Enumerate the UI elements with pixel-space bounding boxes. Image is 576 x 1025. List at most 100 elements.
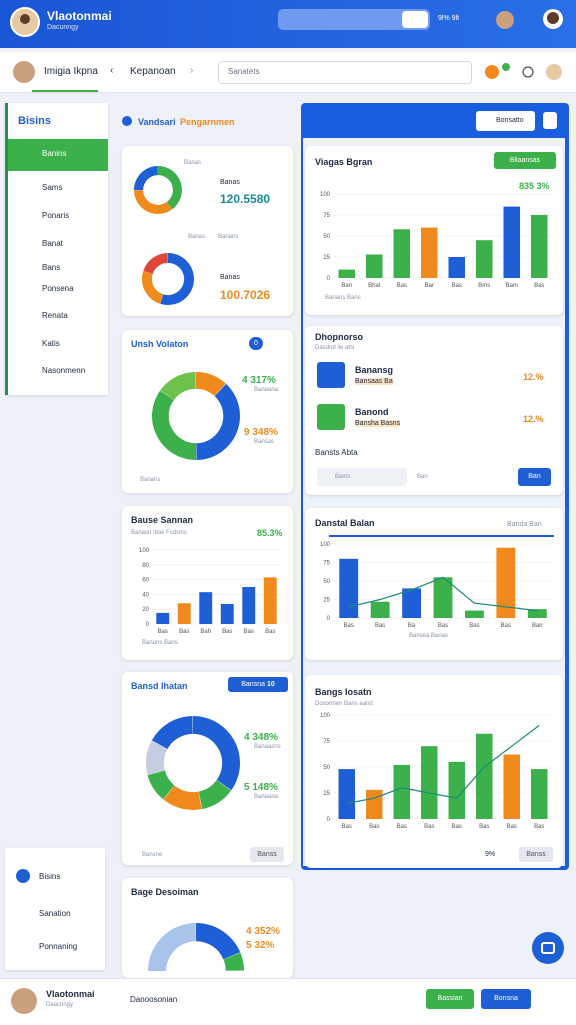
button-count: 10 xyxy=(266,681,275,688)
trend-line xyxy=(346,724,540,804)
kpi-label: Banaana xyxy=(254,794,279,800)
item-name[interactable]: Banansg xyxy=(355,365,394,375)
x-tick-label: Bam xyxy=(506,283,518,289)
app-subtitle: Dacunngy xyxy=(47,24,79,31)
search-toggle[interactable] xyxy=(402,11,428,28)
card-link[interactable]: Banda Ban xyxy=(507,521,542,528)
avatar[interactable] xyxy=(10,7,40,37)
card-button[interactable]: Bansna 10 xyxy=(228,677,288,692)
card-title: Dhopnorso xyxy=(315,332,363,342)
y-tick-label: 25 xyxy=(323,791,330,797)
section-icon xyxy=(122,116,132,126)
bar xyxy=(156,612,170,624)
panel-menu[interactable] xyxy=(543,112,557,129)
avatar[interactable] xyxy=(10,987,38,1015)
kpi-value: 9 348% xyxy=(244,427,278,438)
segment xyxy=(198,780,232,810)
app-title: Vlaotonmai xyxy=(47,9,112,23)
fab[interactable] xyxy=(531,931,565,965)
segment xyxy=(163,785,202,810)
bar-chart: 0 25 50 75 100 Bas Bas Ba Bas Bas Bas Ban xyxy=(320,542,553,629)
y-tick-label: 60 xyxy=(142,578,149,584)
section-title: Vandsari xyxy=(138,117,176,127)
footer-name: Vlaotonmai xyxy=(46,989,95,999)
y-tick-label: 40 xyxy=(142,592,149,598)
footer-button[interactable]: Bonsna xyxy=(481,989,531,1009)
nav-icons[interactable] xyxy=(484,62,564,82)
panel-search[interactable] xyxy=(476,111,535,131)
card-subtitle: Dasdnd lie atsi xyxy=(315,345,355,351)
card-action[interactable]: Banss xyxy=(250,847,284,862)
sidebar-item[interactable]: Sams xyxy=(42,183,63,192)
sidebar-item[interactable]: Banat xyxy=(42,239,63,248)
sidebar-title: Bisins xyxy=(18,115,52,127)
bar xyxy=(370,601,390,618)
bottom-item[interactable]: Ponnaning xyxy=(39,942,78,951)
bar xyxy=(393,764,410,819)
item-icon xyxy=(317,362,345,388)
bar xyxy=(220,604,234,624)
bar xyxy=(393,229,410,278)
x-tick-label: Bas xyxy=(452,824,462,830)
back[interactable]: ‹ xyxy=(110,65,114,76)
item-icon xyxy=(317,404,345,430)
x-tick-label: Bas xyxy=(501,623,511,629)
sidebar-item[interactable]: Renata xyxy=(42,311,68,320)
sidebar-item[interactable]: Ponsena xyxy=(42,284,74,293)
control[interactable] xyxy=(317,468,407,486)
nav-bar: Imigia Ikpna ‹ Kepanoan › Sanatets xyxy=(0,52,576,93)
sidebar-item[interactable]: Banins xyxy=(42,149,67,158)
card: Bage Desoiman 4 352% 5 32% xyxy=(122,878,293,978)
x-tick-label: Ban xyxy=(532,623,543,629)
item-detail: Bansaas Ba xyxy=(355,378,393,385)
bar xyxy=(465,610,484,618)
avatar[interactable] xyxy=(12,60,36,84)
sidebar-item[interactable]: Nasonmenn xyxy=(42,366,86,375)
sidebar: Bisins Banins Sams Ponaris Banat Bans Ponsena… xyxy=(5,103,108,395)
card: Danstal Balan Banda Ban 0 25 50 75 100 Bas Bas… xyxy=(305,508,563,660)
x-tick-label: Bms xyxy=(478,283,490,289)
breadcrumb[interactable]: Kepanoan xyxy=(130,66,176,77)
avatar[interactable] xyxy=(495,10,515,30)
segment xyxy=(143,253,168,275)
bottom-item[interactable]: Bisins xyxy=(39,872,61,881)
x-tick-label: Bas xyxy=(342,824,352,830)
badge[interactable]: 0 xyxy=(249,337,263,350)
search-input[interactable] xyxy=(218,61,472,84)
card-title: Bage Desoiman xyxy=(131,887,199,897)
x-tick-label: Ban xyxy=(341,283,352,289)
x-tick-label: Bas xyxy=(438,623,448,629)
forward[interactable]: › xyxy=(190,65,194,76)
avatar[interactable] xyxy=(542,8,564,30)
search-bar[interactable] xyxy=(278,9,430,30)
segment xyxy=(148,923,196,971)
bar xyxy=(338,769,355,819)
bottom-item[interactable]: Sanation xyxy=(39,909,71,918)
search-button[interactable]: 9l% 9lt xyxy=(438,15,460,22)
x-tick-label: Bas xyxy=(244,629,254,635)
button-label: Bansna xyxy=(241,681,265,688)
sidebar-item[interactable]: Katis xyxy=(42,339,60,348)
bar xyxy=(527,609,547,618)
sidebar-item[interactable]: Bans xyxy=(42,263,61,272)
card-action[interactable]: Ban xyxy=(518,468,551,486)
bar xyxy=(402,588,421,618)
y-tick-label: 25 xyxy=(323,255,330,261)
x-tick-label: Bas xyxy=(534,824,544,830)
card-value: 9% xyxy=(485,851,496,858)
footer-button[interactable]: Bassian xyxy=(426,989,474,1009)
legend: Banas xyxy=(188,234,206,240)
y-tick-label: 20 xyxy=(142,607,149,613)
item-value: 12.% xyxy=(523,372,544,382)
x-tick-label: Bas xyxy=(397,283,407,289)
sidebar-item[interactable]: Ponaris xyxy=(42,211,70,220)
item-name[interactable]: Banond xyxy=(355,407,389,417)
bar xyxy=(503,206,520,278)
bar-chart: 0 25 50 75 100 Ban Bhat Bas Bar Bas Bms Bam Bas xyxy=(320,192,553,289)
x-tick-label: Bas xyxy=(222,629,232,635)
card-button[interactable]: Bliaansas xyxy=(494,152,556,169)
panel-search-text: Bonsatto xyxy=(496,117,524,124)
segment xyxy=(160,372,196,400)
card-action[interactable]: Banss xyxy=(519,847,553,862)
y-tick-label: 100 xyxy=(320,192,331,198)
